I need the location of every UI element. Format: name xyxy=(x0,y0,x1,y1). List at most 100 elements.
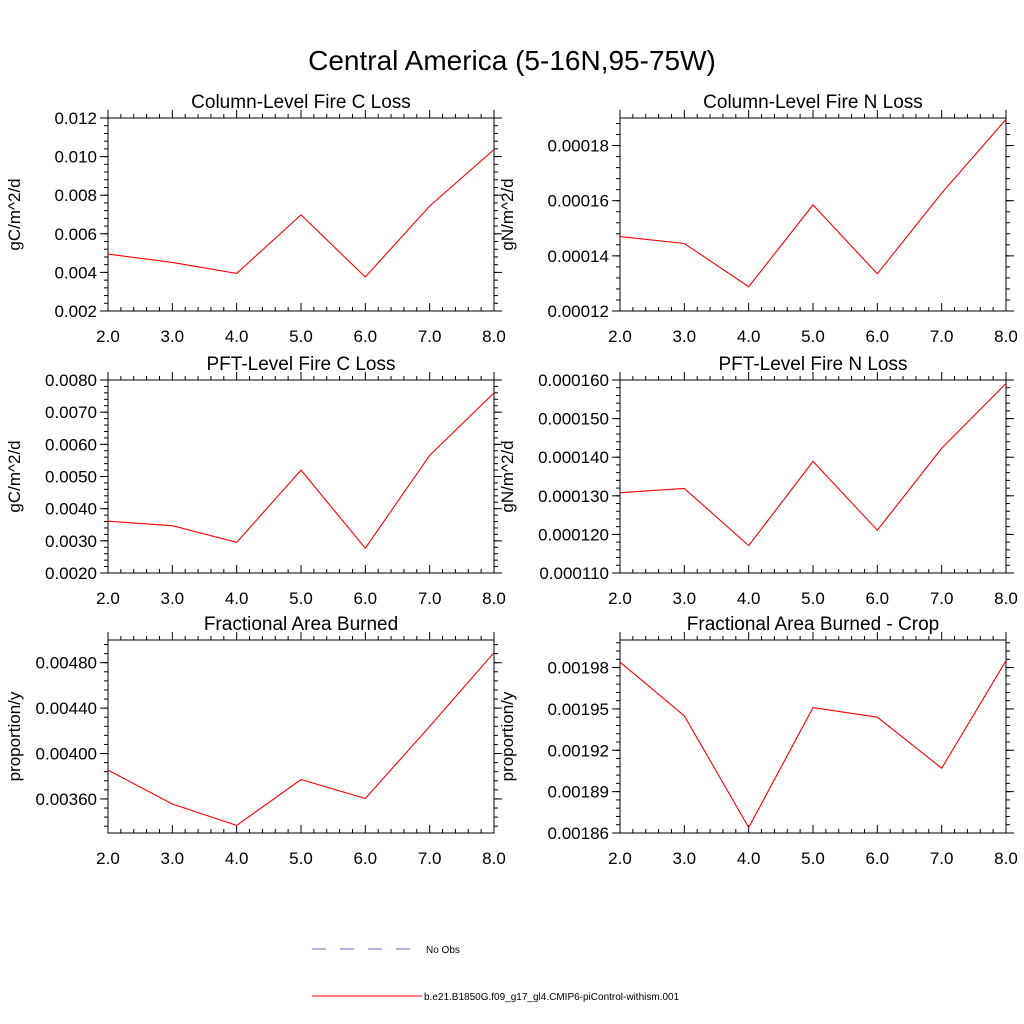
y-tick-label: 0.0080 xyxy=(45,371,97,390)
x-tick-label: 6.0 xyxy=(866,589,890,608)
y-tick-label: 0.00192 xyxy=(548,741,609,760)
x-tick-label: 4.0 xyxy=(225,327,249,346)
x-tick-label: 2.0 xyxy=(96,849,120,868)
y-axis-label: gC/m^2/d xyxy=(5,440,24,512)
x-tick-label: 2.0 xyxy=(96,589,120,608)
x-tick-label: 6.0 xyxy=(354,589,378,608)
y-axis-label: gN/m^2/d xyxy=(498,440,517,512)
panel-title: PFT-Level Fire N Loss xyxy=(719,354,908,375)
x-tick-label: 5.0 xyxy=(289,327,313,346)
y-tick-label: 0.000150 xyxy=(538,410,609,429)
x-tick-label: 7.0 xyxy=(930,589,954,608)
series-line xyxy=(620,660,1006,829)
x-tick-label: 3.0 xyxy=(161,327,185,346)
x-tick-label: 5.0 xyxy=(289,849,313,868)
y-tick-label: 0.0040 xyxy=(45,500,97,519)
x-tick-label: 7.0 xyxy=(418,327,442,346)
series-line xyxy=(108,149,494,278)
y-tick-label: 0.002 xyxy=(54,302,97,321)
x-tick-label: 4.0 xyxy=(737,589,761,608)
figure-title: Central America (5-16N,95-75W) xyxy=(308,45,716,76)
panel-3: PFT-Level Fire C Loss 2.0 3.0 4.0 5.0 6.0 7.0 8… xyxy=(5,354,506,608)
y-axis-label: proportion/y xyxy=(5,691,24,781)
x-tick-label: 3.0 xyxy=(161,849,185,868)
plot-frame xyxy=(619,639,1007,834)
x-tick-label: 4.0 xyxy=(737,849,761,868)
y-axis-label: proportion/y xyxy=(498,691,517,781)
series-line xyxy=(620,383,1006,547)
y-tick-label: 0.00360 xyxy=(36,790,97,809)
x-tick-label: 5.0 xyxy=(289,589,313,608)
panel-title: PFT-Level Fire C Loss xyxy=(207,354,396,375)
panel-title: Fractional Area Burned - Crop xyxy=(687,614,939,635)
x-tick-label: 8.0 xyxy=(994,849,1018,868)
plot-frame xyxy=(619,379,1007,574)
y-tick-label: 0.00014 xyxy=(548,247,609,266)
plot-frame xyxy=(107,639,495,834)
x-tick-label: 6.0 xyxy=(354,849,378,868)
panel-4: PFT-Level Fire N Loss 2.0 3.0 4.0 5.0 6.0 7.0 8… xyxy=(498,354,1018,608)
y-tick-label: 0.00012 xyxy=(548,302,609,321)
y-tick-label: 0.00186 xyxy=(548,824,609,843)
y-tick-label: 0.008 xyxy=(54,186,97,205)
y-tick-label: 0.000140 xyxy=(538,448,609,467)
x-tick-label: 6.0 xyxy=(354,327,378,346)
x-tick-label: 6.0 xyxy=(866,327,890,346)
series-line xyxy=(620,119,1006,288)
x-tick-label: 4.0 xyxy=(225,849,249,868)
y-tick-label: 0.000130 xyxy=(538,487,609,506)
x-tick-label: 8.0 xyxy=(482,327,506,346)
y-tick-label: 0.00195 xyxy=(548,700,609,719)
panel-1: Column-Level Fire C Loss 2.0 3.0 4.0 5.0 6.0 7… xyxy=(5,92,506,346)
y-tick-label: 0.00189 xyxy=(548,783,609,802)
x-tick-label: 7.0 xyxy=(930,849,954,868)
x-tick-label: 7.0 xyxy=(418,589,442,608)
x-tick-label: 5.0 xyxy=(801,327,825,346)
y-tick-label: 0.0060 xyxy=(45,435,97,454)
y-tick-label: 0.00198 xyxy=(548,659,609,678)
panel-5: Fractional Area Burned 2.0 3.0 4.0 5.0 6.0 7.0… xyxy=(5,614,506,868)
y-tick-label: 0.00018 xyxy=(548,137,609,156)
x-tick-label: 7.0 xyxy=(930,327,954,346)
y-axis-label: gC/m^2/d xyxy=(5,178,24,250)
panel-title: Column-Level Fire C Loss xyxy=(191,92,411,113)
series-line xyxy=(108,652,494,827)
x-tick-label: 3.0 xyxy=(673,327,697,346)
y-tick-label: 0.0020 xyxy=(45,564,97,583)
x-tick-label: 2.0 xyxy=(608,327,632,346)
legend-obs-label: No Obs xyxy=(426,945,460,956)
y-tick-label: 0.004 xyxy=(54,263,97,282)
x-tick-label: 8.0 xyxy=(994,327,1018,346)
series-line xyxy=(108,392,494,550)
panel-2: Column-Level Fire N Loss 2.0 3.0 4.0 5.0 6.0 7… xyxy=(498,92,1018,346)
y-tick-label: 0.0050 xyxy=(45,468,97,487)
x-tick-label: 2.0 xyxy=(608,589,632,608)
panel-title: Column-Level Fire N Loss xyxy=(703,92,923,113)
x-tick-label: 8.0 xyxy=(994,589,1018,608)
x-tick-label: 6.0 xyxy=(866,849,890,868)
panels: Column-Level Fire C Loss 2.0 3.0 4.0 5.0 6.0 7… xyxy=(5,92,1018,868)
y-tick-label: 0.00440 xyxy=(36,699,97,718)
x-tick-label: 7.0 xyxy=(418,849,442,868)
x-tick-label: 4.0 xyxy=(737,327,761,346)
x-tick-label: 8.0 xyxy=(482,589,506,608)
y-tick-label: 0.000120 xyxy=(538,525,609,544)
x-tick-label: 3.0 xyxy=(673,589,697,608)
x-tick-label: 3.0 xyxy=(673,849,697,868)
y-tick-label: 0.00480 xyxy=(36,654,97,673)
y-tick-label: 0.000160 xyxy=(538,371,609,390)
y-tick-label: 0.00400 xyxy=(36,745,97,764)
y-axis-label: gN/m^2/d xyxy=(498,178,517,250)
x-tick-label: 8.0 xyxy=(482,849,506,868)
y-tick-label: 0.012 xyxy=(54,109,97,128)
plot-frame xyxy=(107,379,495,574)
plot-frame xyxy=(619,117,1007,312)
x-tick-label: 5.0 xyxy=(801,849,825,868)
y-tick-label: 0.006 xyxy=(54,225,97,244)
x-tick-label: 5.0 xyxy=(801,589,825,608)
y-tick-label: 0.0070 xyxy=(45,403,97,422)
x-tick-label: 3.0 xyxy=(161,589,185,608)
y-tick-label: 0.000110 xyxy=(539,564,609,583)
y-tick-label: 0.00016 xyxy=(548,192,609,211)
